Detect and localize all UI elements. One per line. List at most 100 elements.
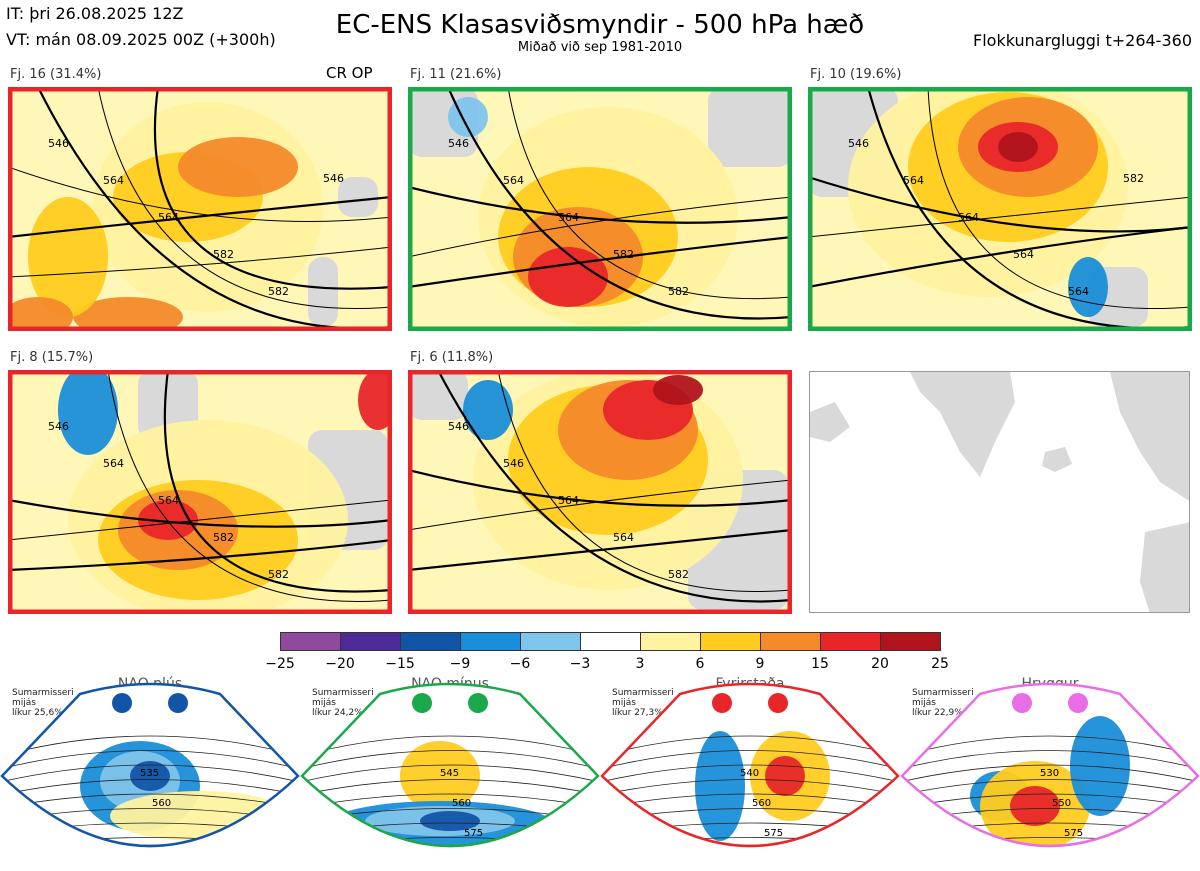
contour-label: 582 <box>668 285 689 298</box>
regime-contour <box>2 735 298 757</box>
anomaly-shading <box>178 137 298 197</box>
regime-anomaly <box>1070 716 1130 816</box>
geopotential-contour <box>8 499 392 541</box>
regime-contour <box>2 793 298 809</box>
cluster-map-2: 546 564 564 582 582 <box>408 87 792 331</box>
contour-label: 546 <box>848 137 869 150</box>
geopotential-contour <box>497 370 792 592</box>
regime-probability: líkur 27,3% <box>612 708 663 718</box>
regime-anomaly <box>110 791 290 841</box>
contour-label: 564 <box>158 211 179 224</box>
issue-time: IT: þri 26.08.2025 12Z <box>6 4 184 23</box>
anomaly-map-svg: 546 564 564 582 582 <box>408 87 792 331</box>
regime-contour <box>302 793 598 809</box>
colorbar-swatch <box>400 632 461 651</box>
colorbar-swatch <box>520 632 581 651</box>
regime-nao-plus: NAO plús Sumarmisseri mijás líkur 25,6% … <box>0 676 300 871</box>
cluster-label-5: Fj. 6 (11.8%) <box>410 350 494 365</box>
contour-label: 564 <box>903 174 924 187</box>
regime-contour <box>300 852 600 860</box>
geopotential-contour <box>8 166 392 222</box>
cluster-label-4: Fj. 8 (15.7%) <box>10 350 94 365</box>
regime-contour <box>2 779 298 796</box>
geopotential-contour <box>8 195 392 239</box>
geopotential-contour <box>97 87 392 309</box>
regime-anomaly <box>1010 786 1060 826</box>
colorbar-swatch <box>700 632 761 651</box>
geopotential-contour <box>808 175 1192 233</box>
contour-label: 582 <box>213 248 234 261</box>
regime-contour <box>902 735 1198 757</box>
geopotential-contour <box>408 185 792 224</box>
regime-map-svg: 535 560 <box>0 682 300 860</box>
geopotential-contour <box>163 370 392 593</box>
contour-label: 564 <box>503 174 524 187</box>
colorbar-tick-label: 6 <box>695 656 705 672</box>
anomaly-shading <box>73 297 183 331</box>
regime-info: Sumarmisseri mijás líkur 24,2% <box>312 688 374 718</box>
classification-window: Flokkunargluggi t+264-360 <box>973 31 1192 50</box>
contour-label: 582 <box>268 568 289 581</box>
contour-label: 564 <box>1013 248 1034 261</box>
geopotential-contour <box>408 196 792 258</box>
empty-map <box>809 371 1190 613</box>
regime-contour <box>302 750 598 770</box>
contour-label: 582 <box>213 531 234 544</box>
geopotential-contour <box>808 196 1192 238</box>
geopotential-contour <box>446 87 792 320</box>
contour-label: 564 <box>958 211 979 224</box>
regime-probability: líkur 22,9% <box>912 708 963 718</box>
regime-contour-label: 560 <box>152 798 171 809</box>
contour-label: 546 <box>48 137 69 150</box>
page-title: EC-ENS Klasasviðsmyndir - 500 hPa hæð <box>335 10 865 40</box>
colorbar-tick-label: −15 <box>385 656 415 672</box>
regime-contour <box>2 750 298 770</box>
contour-label: 564 <box>613 531 634 544</box>
cluster-label-2: Fj. 11 (21.6%) <box>410 67 502 82</box>
anomaly-map-svg: 546 546 564 564 582 <box>408 370 792 614</box>
regime-contour-label: 560 <box>452 798 471 809</box>
contour-label: 546 <box>448 137 469 150</box>
colorbar-swatch <box>640 632 701 651</box>
land-outline <box>810 372 1189 612</box>
regime-contour <box>602 750 898 770</box>
colorbar-tick-label: −25 <box>265 656 295 672</box>
geopotential-contour <box>408 528 792 572</box>
contour-label: 546 <box>323 172 344 185</box>
contour-label: 564 <box>558 494 579 507</box>
colorbar-tick-label: 20 <box>871 656 889 672</box>
anomaly-shading <box>58 370 118 455</box>
contour-label: 582 <box>1123 172 1144 185</box>
contour-label: 582 <box>268 285 289 298</box>
regime-anomaly <box>400 741 480 811</box>
contour-label: 564 <box>103 174 124 187</box>
regime-contour <box>0 852 300 860</box>
landmass <box>408 370 468 420</box>
regime-contour <box>602 793 898 809</box>
regime-contour-label: 550 <box>1052 798 1071 809</box>
colorbar-swatch <box>460 632 521 651</box>
regime-season: Sumarmisseri <box>612 688 674 698</box>
colorbar-swatch <box>760 632 821 651</box>
anomaly-shading <box>28 197 108 317</box>
regime-freq: mijás <box>12 698 36 708</box>
colorbar-swatch <box>580 632 641 651</box>
geopotential-contour <box>408 235 792 289</box>
anomaly-shading <box>528 247 608 307</box>
regime-marker-dot <box>112 693 132 713</box>
regime-info: Sumarmisseri mijás líkur 27,3% <box>612 688 674 718</box>
regime-contour <box>900 852 1200 860</box>
regime-contour-label: 560 <box>752 798 771 809</box>
regime-blocking: Fyrirstaða Sumarmisseri mijás líkur 27,3… <box>600 676 900 871</box>
colorbar-tick-label: −3 <box>569 656 591 672</box>
regime-contour <box>602 779 898 796</box>
regime-marker-dot <box>1068 693 1088 713</box>
cluster-map-3: 546 564 564 564 564 582 <box>808 87 1192 331</box>
anomaly-shading <box>998 132 1038 162</box>
regime-marker-dot <box>1012 693 1032 713</box>
colorbar-tick-label: −9 <box>449 656 471 672</box>
geopotential-contour <box>507 87 792 300</box>
colorbar-tick-label: −6 <box>509 656 531 672</box>
regime-probability: líkur 24,2% <box>312 708 363 718</box>
regime-map-svg: 530 550 575 <box>900 682 1200 860</box>
